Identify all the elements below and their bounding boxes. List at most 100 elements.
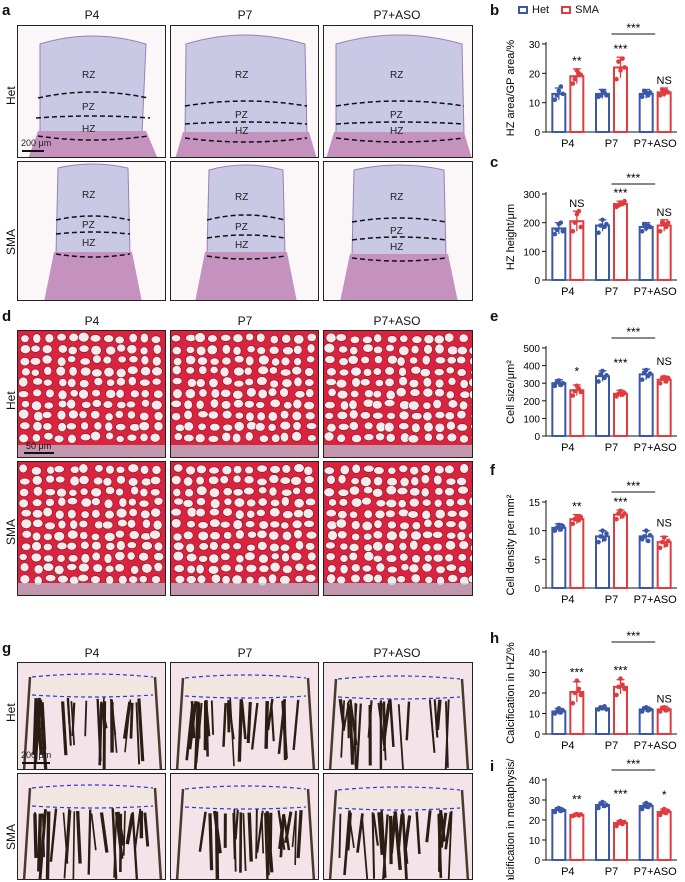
chondrocyte-cell [41,354,53,365]
chondrocyte-cell [185,575,197,584]
chondrocyte-cell [69,519,79,530]
data-point [596,539,601,545]
trabecula [242,813,247,872]
chondrocyte-cell [183,530,194,541]
chondrocyte-cell [293,498,305,509]
chondrocyte-cell [185,542,195,553]
chondrocyte-cell [221,356,232,366]
chondrocyte-cell [384,377,395,387]
y-tick-label: 0 [534,276,540,287]
chondrocyte-cell [432,542,443,552]
chondrocyte-cell [386,530,398,541]
chondrocyte-cell [362,343,374,353]
chondrocyte-cell [43,432,54,441]
chondrocyte-cell [338,357,349,366]
chondrocyte-cell [198,388,208,398]
trabecula [264,700,269,749]
chondrocyte-cell [305,497,317,507]
data-point [641,221,647,227]
chondrocyte-cell [41,344,53,355]
data-point [657,93,663,98]
chondrocyte-cell [196,485,208,496]
chondrocyte-cell [138,421,150,431]
significance-label: *** [613,356,627,370]
trabecula [264,812,269,879]
chondrocyte-cell [256,477,268,486]
chondrocyte-cell [197,422,207,431]
chondrocyte-cell [114,551,126,562]
chondrocyte-cell [361,496,372,506]
chondrocyte-cell [186,506,197,518]
chondrocyte-cell [269,507,281,518]
chondrocyte-cell [57,389,68,401]
trabecula [435,699,442,730]
data-point [578,812,584,817]
chondrocyte-cell [400,563,410,572]
chondrocyte-cell [444,540,457,551]
chondrocyte-cell [126,400,136,409]
chondrocyte-cell [433,498,443,508]
chondrocyte-cell [90,410,101,420]
chondrocyte-cell [79,366,92,377]
chondrocyte-cell [447,376,457,386]
chondrocyte-cell [373,573,383,584]
chondrocyte-cell [195,507,206,518]
chondrocyte-cell [183,433,195,443]
chondrocyte-cell [126,433,138,442]
data-point [554,227,560,233]
y-tick-label: 200 [523,219,540,230]
trabecula [338,698,346,728]
chondrocyte-cell [80,510,90,519]
chondrocyte-cell [68,409,79,420]
trabecula [389,815,397,854]
zone-pz: PZ [235,110,248,121]
chondrocyte-cell [386,335,398,344]
row-label-sma-a: SMA [4,228,18,255]
dashed-outline [184,674,307,679]
chondrocyte-cell [304,367,314,377]
chondrocyte-cell [446,432,458,443]
chondrocyte-cell [65,422,77,431]
chondrocyte-cell [243,486,255,496]
data-point [604,531,609,536]
chondrocyte-cell [221,431,232,442]
chondrocyte-cell [209,357,220,366]
chondrocyte-cell [336,389,349,400]
chondrocyte-cell [116,377,126,387]
data-point [578,692,584,698]
chondrocyte-cell [372,411,384,420]
significance-label: *** [613,186,627,200]
y-tick-label: 0 [534,856,540,867]
chondrocyte-cell [328,498,337,507]
dashed-outline [337,786,461,791]
chondrocyte-cell [115,388,125,399]
col-label-p7-g: P7 [237,646,253,660]
chondrocyte-cell [32,421,43,432]
chondrocyte-cell [422,401,432,410]
y-tick-label: 40 [529,648,541,659]
chondrocyte-cell [183,421,194,432]
bar-sma [613,203,628,281]
cortical-edge [306,788,316,879]
panel-label-h: h [490,630,500,647]
chondrocyte-cell [116,540,126,551]
chondrocyte-cell [152,519,163,531]
chondrocyte-cell [268,573,278,585]
trabecula [444,811,453,850]
data-point [558,84,564,89]
chondrocyte-cell [243,475,255,485]
chondrocyte-cell [386,411,396,420]
chondrocyte-cell [152,344,162,355]
trabecular-pattern [22,673,163,769]
chondrocyte-cell [302,508,314,519]
trabecula [122,701,132,739]
chondrocyte-cell [269,465,281,474]
data-point [665,808,671,814]
data-point [663,542,669,548]
chondrocyte-cell [408,400,420,411]
chondrocyte-cell [57,399,68,409]
y-tick-label: 10 [529,836,541,847]
chondrocyte-cell [44,488,56,497]
chondrocyte-cell [294,575,304,583]
col-label-p4-a: P4 [84,8,100,22]
